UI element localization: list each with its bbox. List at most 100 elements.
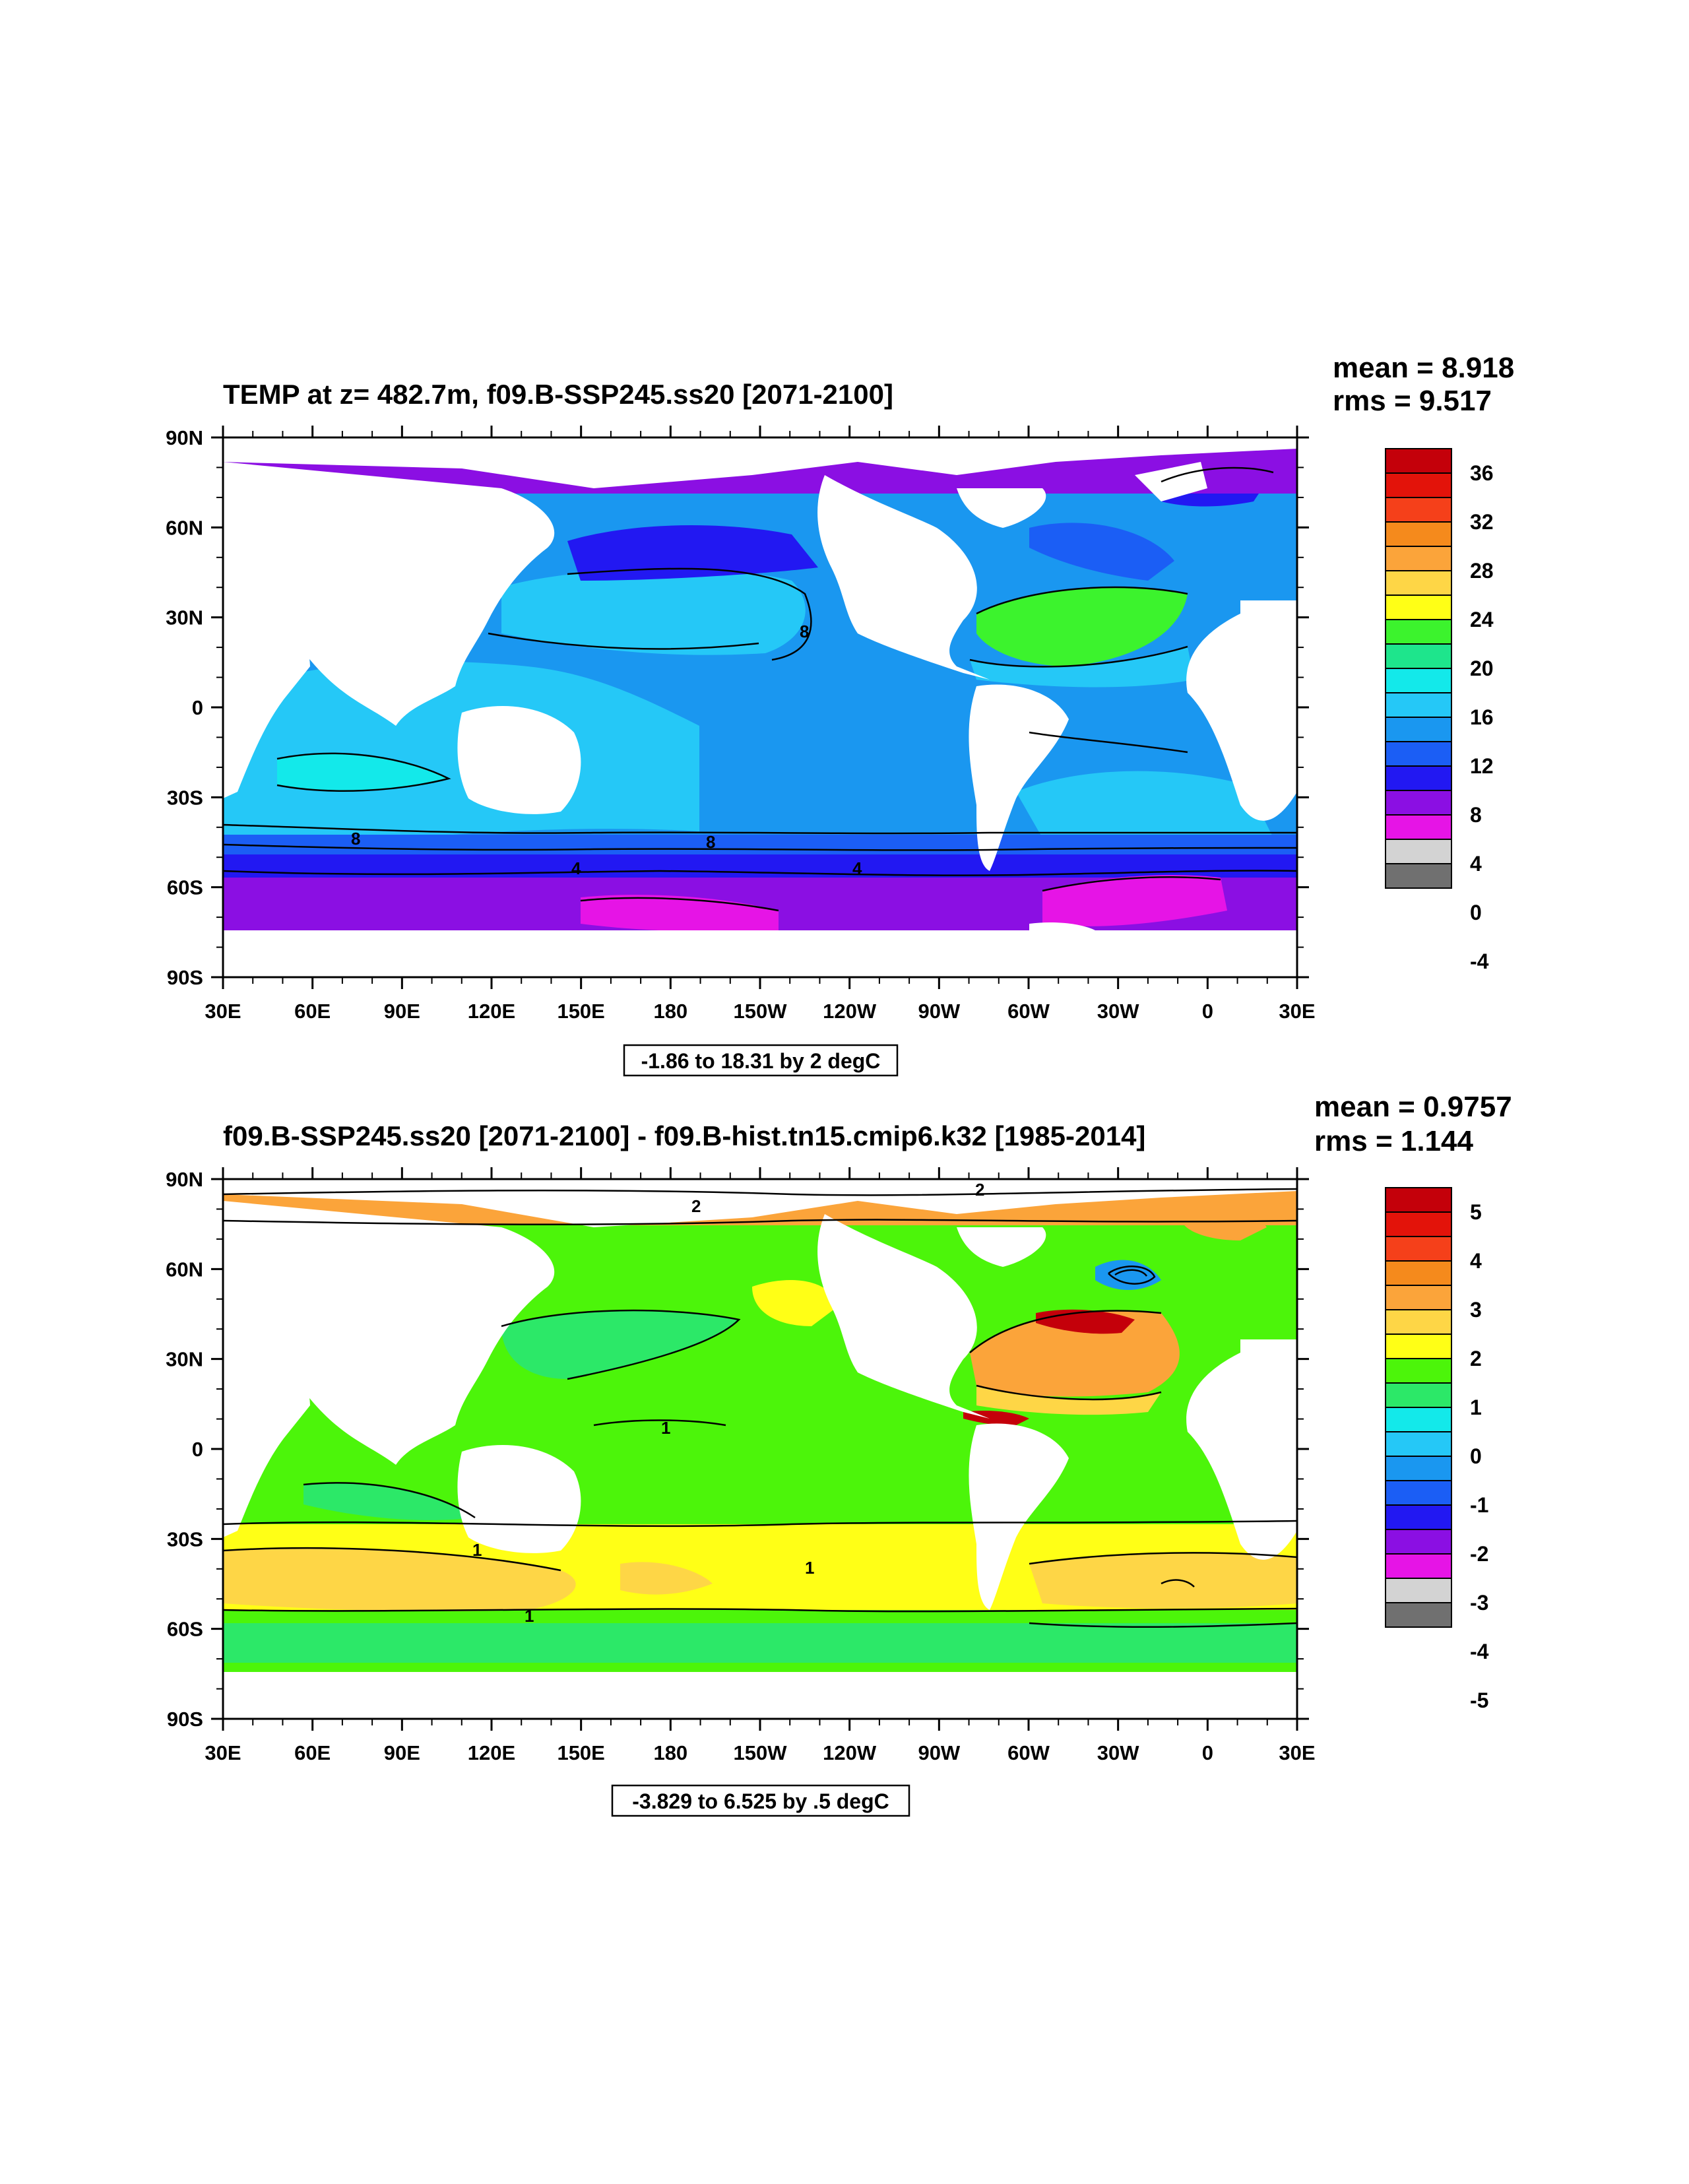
colorbar-label: 32 xyxy=(1470,510,1494,534)
panel-2: f09.B-SSP245.ss20 [2071-2100] - f09.B-hi… xyxy=(166,1091,1512,1817)
colorbar-label: -3 xyxy=(1470,1591,1488,1615)
panel-2-map: 2 2 1 1 1 1 xyxy=(223,1179,1297,1719)
panel-2-contour-label: 2 xyxy=(691,1196,701,1216)
lat-label: 60N xyxy=(166,516,203,539)
panel-1-lon-labels: 30E 60E 90E 120E 150E 180 150W 120W 90W 60W 30W 0 30… xyxy=(205,1000,1315,1023)
lat-label: 90S xyxy=(167,1708,203,1731)
panel-2-title: f09.B-SSP245.ss20 [2071-2100] - f09.B-hi… xyxy=(223,1120,1145,1151)
lon-label: 150W xyxy=(734,1000,788,1023)
colorbar-cell xyxy=(1385,765,1452,791)
lon-label: 60E xyxy=(294,1000,331,1023)
colorbar-label: 3 xyxy=(1470,1298,1482,1322)
colorbar-cell xyxy=(1385,692,1452,718)
colorbar-label: 5 xyxy=(1470,1200,1482,1224)
lon-label: 180 xyxy=(653,1741,687,1764)
lat-label: 60N xyxy=(166,1258,203,1281)
lon-label: 150E xyxy=(557,1741,604,1764)
lon-label: 30E xyxy=(205,1741,241,1764)
colorbar-cell xyxy=(1385,790,1452,816)
lon-label: 180 xyxy=(653,1000,687,1023)
colorbar-cell xyxy=(1385,1504,1452,1530)
panel-2-lat-labels: 90N 60N 30N 0 30S 60S 90S xyxy=(166,1168,203,1731)
colorbar-label: 4 xyxy=(1470,1249,1482,1273)
lon-label: 30E xyxy=(1279,1741,1315,1764)
panel-1-land xyxy=(223,437,1297,977)
panel-1-title: TEMP at z= 482.7m, f09.B-SSP245.ss20 [20… xyxy=(223,379,893,410)
panel-1-contours xyxy=(223,466,1297,912)
lon-label: 120W xyxy=(823,1741,877,1764)
lon-label: 60W xyxy=(1007,1000,1050,1023)
colorbar-cell xyxy=(1385,839,1452,864)
panel-2-lon-labels: 30E 60E 90E 120E 150E 180 150W 120W 90W 60W 30W 0 30… xyxy=(205,1741,1315,1764)
lon-label: 30E xyxy=(205,1000,241,1023)
panel-1-map: 8 8 8 4 4 xyxy=(223,437,1297,977)
panel-2-contour-label: 1 xyxy=(472,1540,482,1560)
colorbar-cell xyxy=(1385,546,1452,571)
colorbar-cell xyxy=(1385,1529,1452,1555)
colorbar-cell xyxy=(1385,1431,1452,1457)
panel-1: TEMP at z= 482.7m, f09.B-SSP245.ss20 [20… xyxy=(166,352,1514,1077)
lon-label: 150E xyxy=(557,1000,604,1023)
colorbar-label: 0 xyxy=(1470,1444,1482,1468)
colorbar-label: 36 xyxy=(1470,461,1494,485)
panel-2-contour-label: 1 xyxy=(525,1606,534,1626)
panel-1-rms: rms = 9.517 xyxy=(1333,385,1492,417)
lon-label: 90W xyxy=(918,1000,960,1023)
panel-2-contour-label: 1 xyxy=(805,1558,814,1578)
colorbar-cell xyxy=(1385,1553,1452,1579)
panel-1-lat-labels: 90N 60N 30N 0 30S 60S 90S xyxy=(166,426,203,989)
colorbar-cell xyxy=(1385,448,1452,474)
colorbar-cell xyxy=(1385,1407,1452,1432)
panel-2-contour-label: 1 xyxy=(661,1418,670,1438)
colorbar-cell xyxy=(1385,1602,1452,1628)
lat-label: 90N xyxy=(166,426,203,449)
panel-2-contour-label: 2 xyxy=(975,1180,984,1200)
colorbar-label: -4 xyxy=(1470,949,1489,973)
panel-2-axis-ticks xyxy=(211,1167,1309,1731)
lon-label: 0 xyxy=(1202,1000,1213,1023)
colorbar-label: 24 xyxy=(1470,608,1494,631)
colorbar-cell xyxy=(1385,1382,1452,1408)
colorbar-cell xyxy=(1385,521,1452,547)
colorbar-label: 28 xyxy=(1470,559,1494,583)
colorbar-cell xyxy=(1385,863,1452,889)
lat-label: 90S xyxy=(167,966,203,989)
lat-label: 0 xyxy=(192,1438,203,1461)
panel-1-contour-label: 8 xyxy=(800,622,809,641)
colorbar-cell xyxy=(1385,1285,1452,1310)
panel-1-axis-ticks xyxy=(211,426,1309,989)
lon-label: 60W xyxy=(1007,1741,1050,1764)
lon-label: 60E xyxy=(294,1741,331,1764)
lon-label: 30W xyxy=(1097,1741,1139,1764)
lat-label: 30N xyxy=(166,606,203,629)
colorbar-cell xyxy=(1385,1333,1452,1359)
colorbar-label: -1 xyxy=(1470,1493,1488,1517)
panel-2-land xyxy=(223,1179,1297,1719)
lon-label: 0 xyxy=(1202,1741,1213,1764)
colorbar-label: 0 xyxy=(1470,901,1482,924)
lon-label: 120E xyxy=(468,1000,515,1023)
colorbar-cell xyxy=(1385,1187,1452,1213)
lat-label: 90N xyxy=(166,1168,203,1191)
panel-1-colorbar: 36 32 28 24 20 16 12 8 4 0 -4 xyxy=(1385,448,1494,973)
colorbar-cell xyxy=(1385,1236,1452,1262)
lon-label: 90W xyxy=(918,1741,960,1764)
colorbar-cell xyxy=(1385,1456,1452,1481)
colorbar-label: 16 xyxy=(1470,705,1494,729)
colorbar-cell xyxy=(1385,1480,1452,1506)
colorbar-cell xyxy=(1385,1260,1452,1286)
lon-label: 150W xyxy=(734,1741,788,1764)
colorbar-cell xyxy=(1385,814,1452,840)
panel-1-contour-label: 8 xyxy=(351,829,360,849)
lat-label: 30S xyxy=(167,786,203,809)
panel-1-contour-label: 4 xyxy=(571,858,581,878)
colorbar-cell xyxy=(1385,497,1452,523)
colorbar-cell xyxy=(1385,570,1452,596)
colorbar-cell xyxy=(1385,1309,1452,1335)
panel-1-info: -1.86 to 18.31 by 2 degC xyxy=(641,1049,881,1073)
colorbar-cell xyxy=(1385,1211,1452,1237)
colorbar-label: -5 xyxy=(1470,1688,1488,1712)
colorbar-label: -4 xyxy=(1470,1640,1489,1663)
panel-2-rms: rms = 1.144 xyxy=(1314,1125,1473,1157)
